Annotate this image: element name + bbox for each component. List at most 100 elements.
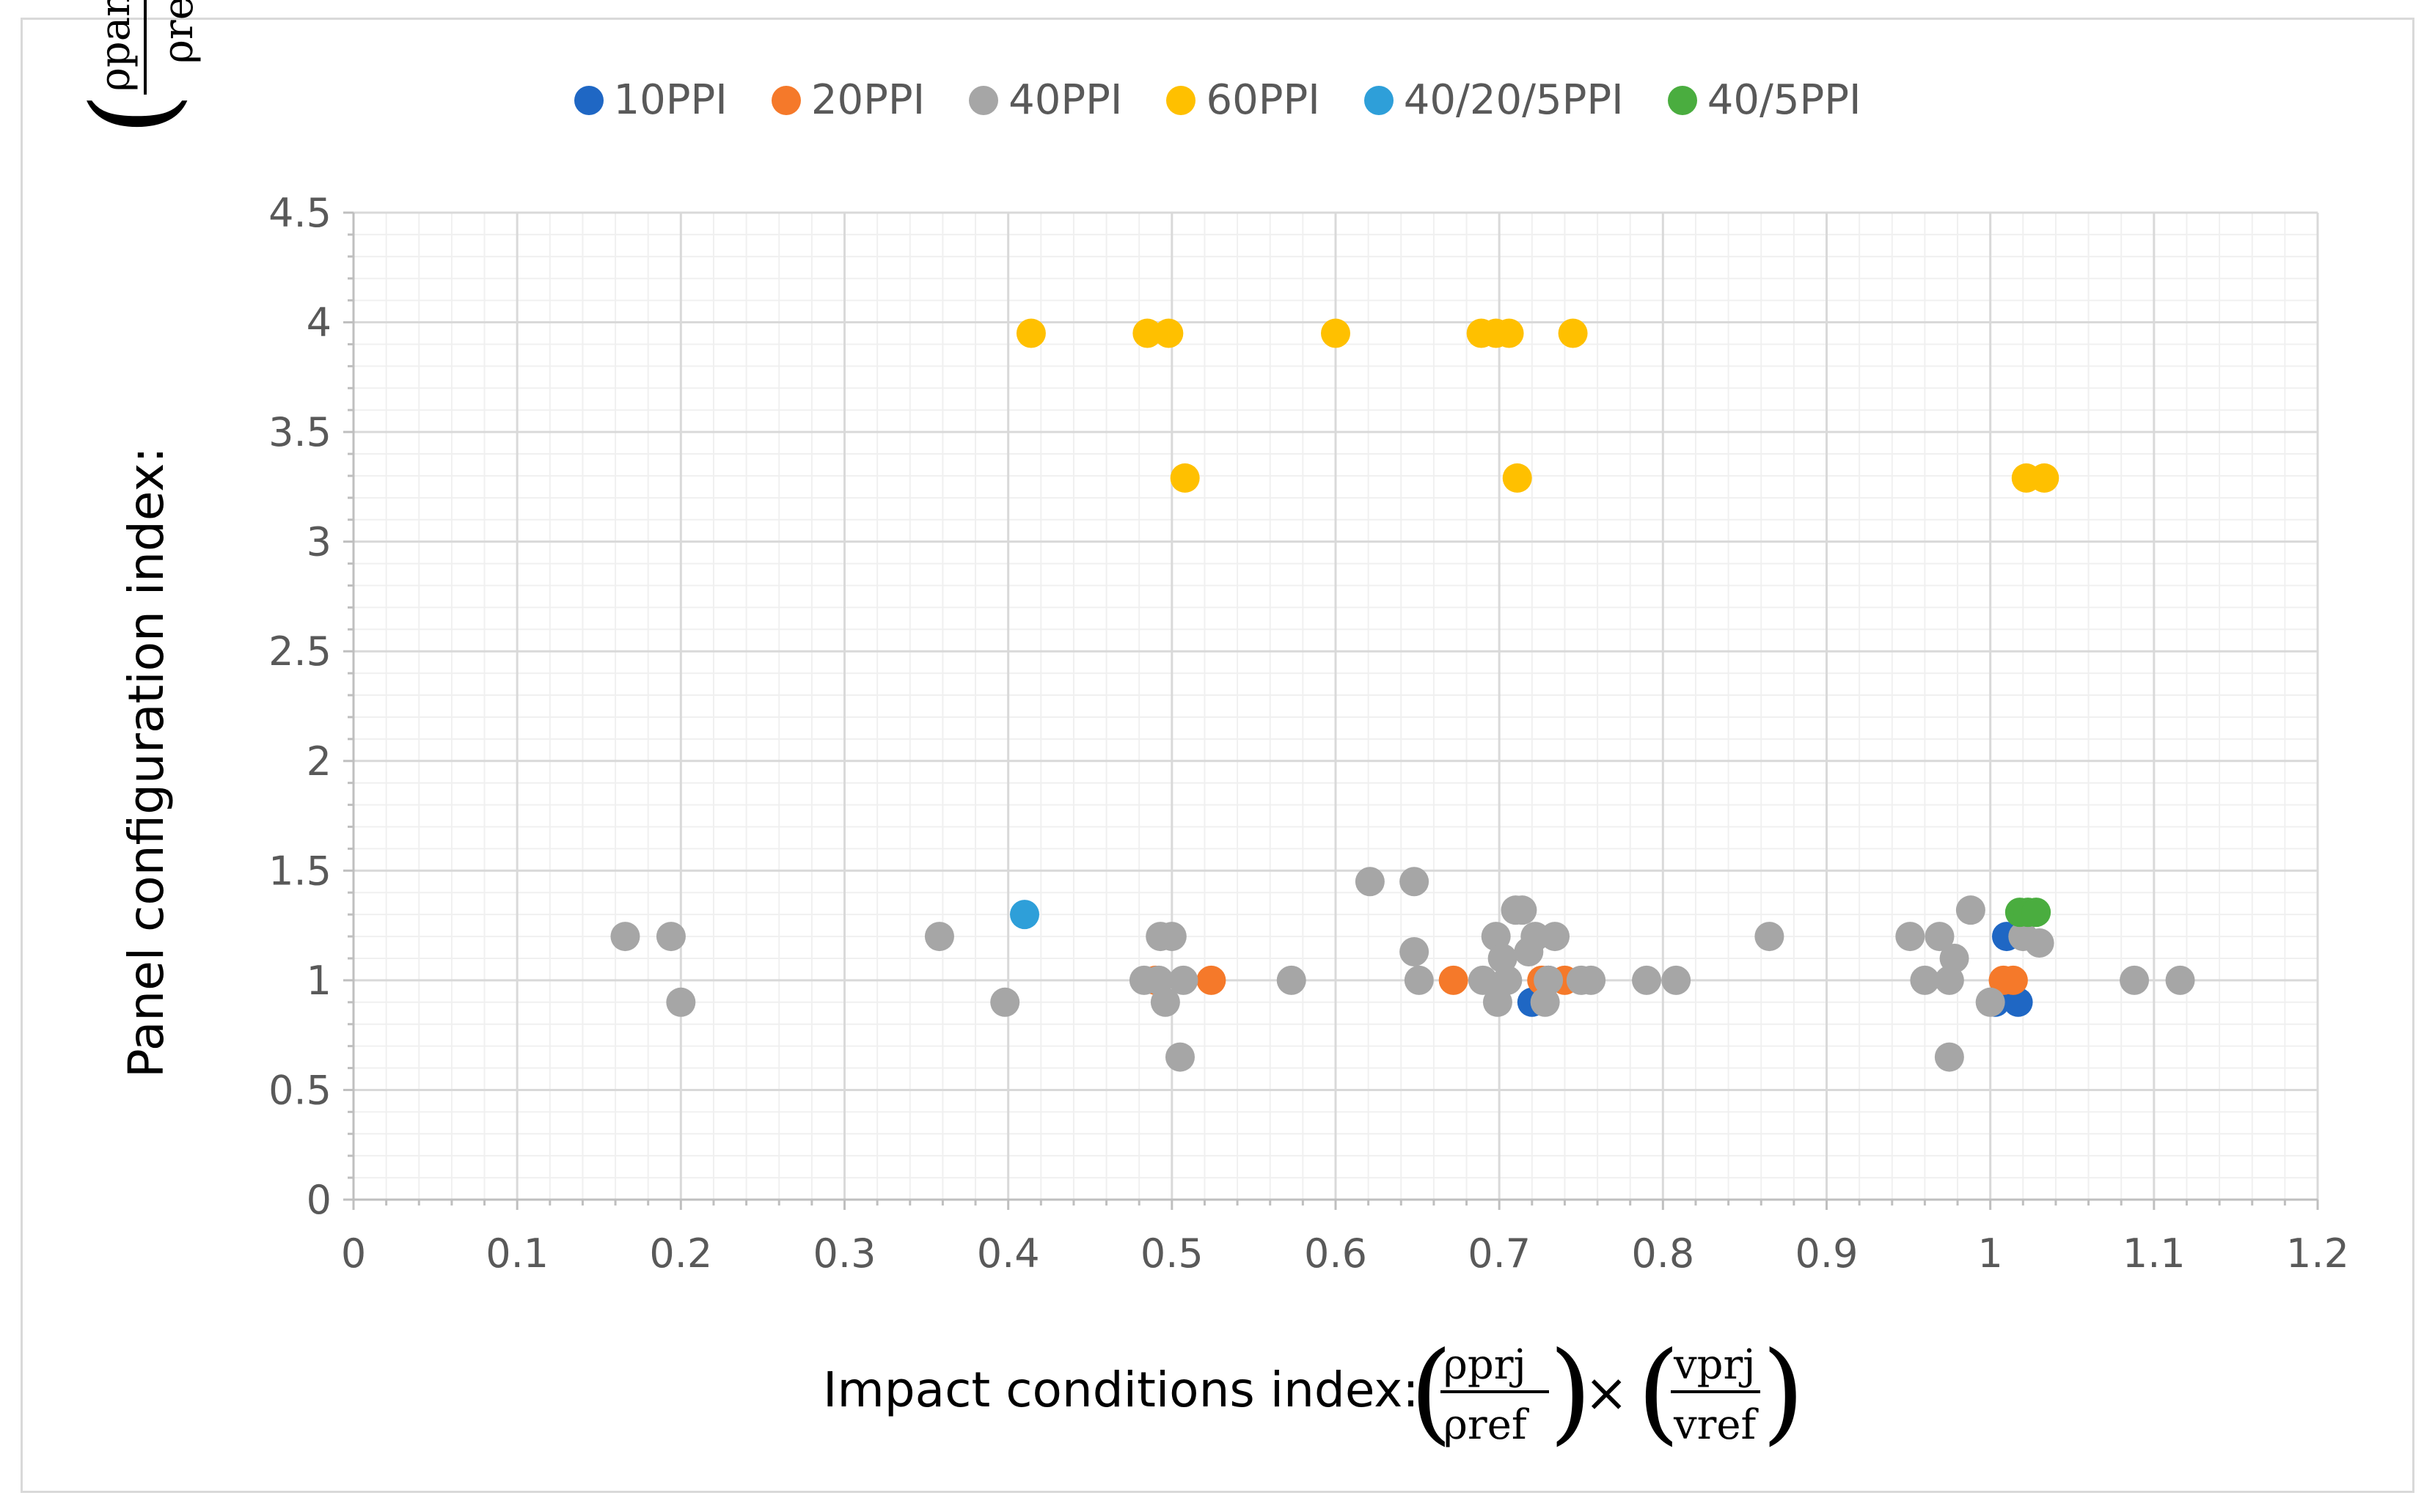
data-point-40ppi (656, 922, 686, 952)
data-point-40ppi (2024, 928, 2054, 958)
data-point-40ppi (1632, 965, 1662, 995)
x-tick-label: 0 (341, 1230, 366, 1277)
data-point-40ppi (666, 987, 696, 1017)
data-point-40ppi (924, 922, 954, 952)
data-point-40ppi (1482, 987, 1512, 1017)
x-times: × (1584, 1362, 1628, 1423)
data-point-40ppi (1925, 922, 1955, 952)
data-point-40-5ppi (2021, 898, 2051, 928)
x-paren2-close: ) (1762, 1329, 1805, 1456)
x-tick-label: 0.2 (649, 1230, 712, 1277)
data-point-40ppi (1404, 965, 1434, 995)
x-tick-label: 1.2 (2286, 1230, 2349, 1277)
data-point-60ppi (1170, 463, 1200, 493)
data-point-40ppi (1661, 965, 1691, 995)
data-point-40ppi (1355, 867, 1385, 897)
tick-labels: 0 0.1 0.2 0.3 0.4 0.5 0.6 0.7 0.8 0.9 1 1.1 1.2 0 0.5 1… (268, 190, 2349, 1277)
data-point-40ppi (1507, 895, 1537, 925)
legend-label: 40/5PPI (1707, 76, 1861, 124)
x-tick-label: 0.1 (486, 1230, 549, 1277)
x-frac2-den: vref (1673, 1401, 1760, 1449)
data-point-40ppi (1754, 922, 1784, 952)
legend-label: 10PPI (613, 76, 728, 124)
legend-label: 20PPI (810, 76, 926, 124)
x-tick-label: 0.7 (1468, 1230, 1531, 1277)
y-tick-label: 2.5 (268, 628, 332, 675)
data-point-40ppi (1534, 965, 1564, 995)
x-tick-label: 0.3 (813, 1230, 876, 1277)
legend-label: 40PPI (1008, 76, 1123, 124)
data-point-60ppi (1154, 318, 1184, 348)
x-paren1-close: ) (1549, 1329, 1592, 1456)
data-point-40ppi (1530, 987, 1560, 1017)
x-tick-label: 0.8 (1631, 1230, 1694, 1277)
x-tick-label: 0.5 (1140, 1230, 1204, 1277)
y-tick-label: 3 (307, 519, 332, 565)
y-frac-num: ρpanel (92, 0, 139, 92)
data-point-60ppi (1494, 318, 1524, 348)
data-point-20ppi (1438, 965, 1468, 995)
x-axis-title-prefix: Impact conditions index: (823, 1362, 1419, 1418)
data-point-10ppi (2003, 987, 2033, 1017)
legend-item: 60PPI (1166, 76, 1320, 124)
x-tick-label: 0.9 (1795, 1230, 1859, 1277)
data-point-40ppi (1487, 943, 1517, 973)
y-tick-label: 0.5 (268, 1067, 332, 1113)
data-points (610, 318, 2195, 1072)
data-point-60ppi (1502, 463, 1532, 493)
legend-marker (1667, 85, 1697, 115)
data-point-40ppi (990, 987, 1020, 1017)
x-tick-label: 0.4 (977, 1230, 1040, 1277)
data-point-40ppi (1399, 867, 1429, 897)
y-tick-label: 2 (307, 738, 332, 785)
data-point-40ppi (1276, 965, 1306, 995)
data-point-60ppi (1132, 318, 1162, 348)
legend: 10PPI 20PPI 40PPI 60PPI 40/20/5PPI 40/5PPI (0, 76, 2435, 124)
legend-label: 40/20/5PPI (1403, 76, 1624, 124)
data-point-60ppi (1321, 318, 1350, 348)
legend-label: 60PPI (1206, 76, 1320, 124)
legend-marker (574, 85, 604, 115)
x-axis-title: Impact conditions index: ( ρprj ρref ) ×… (823, 1329, 1805, 1456)
data-point-40ppi (1157, 922, 1187, 952)
data-point-40ppi (2165, 965, 2195, 995)
x-tick-label: 0.6 (1304, 1230, 1367, 1277)
data-point-40ppi (1910, 965, 1940, 995)
data-point-40ppi (1399, 937, 1429, 967)
legend-item: 40/20/5PPI (1363, 76, 1624, 124)
legend-marker (1166, 85, 1196, 115)
data-point-40ppi (1468, 965, 1498, 995)
legend-marker (969, 85, 999, 115)
data-point-40ppi (1934, 965, 1964, 995)
legend-item: 40PPI (969, 76, 1122, 124)
y-tick-label: 4 (307, 300, 332, 346)
x-tick-label: 1 (1977, 1230, 2002, 1277)
data-point-40ppi (1955, 895, 1985, 925)
y-tick-label: 1.5 (268, 848, 332, 894)
data-point-20ppi (1196, 965, 1226, 995)
axes (343, 211, 2319, 1210)
x-frac1-den: ρref (1443, 1401, 1530, 1449)
y-axis-title-prefix: Panel configuration index: (118, 447, 175, 1078)
legend-marker (771, 85, 801, 115)
y-tick-label: 3.5 (268, 409, 332, 455)
x-frac2-num: vprj (1673, 1341, 1756, 1389)
data-point-60ppi (2029, 463, 2059, 493)
data-point-40ppi (1150, 987, 1180, 1017)
data-point-40ppi (1934, 1042, 1964, 1072)
data-point-40ppi (610, 922, 640, 952)
data-point-40-20-5ppi (1009, 900, 1039, 930)
y-frac-den: ρref (155, 0, 202, 64)
data-point-60ppi (1558, 318, 1588, 348)
data-point-40ppi (2120, 965, 2150, 995)
data-point-40ppi (1939, 943, 1969, 973)
y-axis-title-fraction: ( ρpanel ρref ) (69, 0, 202, 136)
data-point-40ppi (1895, 922, 1925, 952)
y-tick-label: 4.5 (268, 190, 332, 236)
legend-item: 40/5PPI (1667, 76, 1861, 124)
data-point-40ppi (1576, 965, 1606, 995)
x-frac1-num: ρprj (1443, 1341, 1526, 1389)
data-point-40ppi (1540, 922, 1570, 952)
data-point-60ppi (1016, 318, 1046, 348)
data-point-20ppi (1998, 965, 2028, 995)
